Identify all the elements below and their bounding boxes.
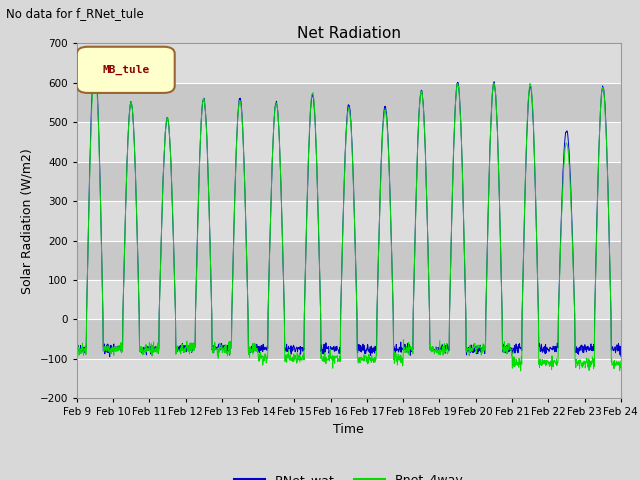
Rnet_4way [181, 349, 189, 355]
RNet_wat [617, 353, 625, 359]
Title: Net Radiation: Net Radiation [297, 25, 401, 41]
Bar [77, 83, 621, 122]
Rnet_4way [91, 64, 99, 70]
Line: Rnet_4way: Rnet_4way [77, 67, 621, 371]
Y-axis label: Solar Radiation (W/m2): Solar Radiation (W/m2) [21, 148, 34, 294]
X-axis label: Time: Time [333, 423, 364, 436]
FancyBboxPatch shape [77, 47, 175, 93]
Bar [77, 280, 621, 320]
RNet_wat [73, 345, 81, 351]
RNet_wat [553, 345, 561, 350]
Text: MB_tule: MB_tule [102, 65, 149, 75]
Bar [77, 201, 621, 240]
Text: No data for f_RNet_tule: No data for f_RNet_tule [6, 7, 144, 20]
RNet_wat [505, 348, 513, 354]
RNet_wat [195, 192, 202, 198]
Rnet_4way [516, 368, 524, 374]
Bar [77, 43, 621, 83]
Rnet_4way [434, 346, 442, 351]
Legend: RNet_wat, Rnet_4way: RNet_wat, Rnet_4way [229, 468, 468, 480]
RNet_wat [255, 349, 263, 355]
Rnet_4way [553, 363, 561, 369]
Bar [77, 122, 621, 162]
Rnet_4way [73, 347, 81, 352]
RNet_wat [106, 354, 113, 360]
Rnet_4way [195, 206, 202, 212]
Rnet_4way [255, 359, 263, 364]
Bar [77, 162, 621, 201]
Bar [77, 359, 621, 398]
RNet_wat [91, 56, 99, 61]
RNet_wat [182, 344, 189, 349]
Rnet_4way [617, 358, 625, 364]
RNet_wat [434, 345, 442, 350]
Bar [77, 240, 621, 280]
Rnet_4way [505, 347, 513, 353]
Bar [77, 320, 621, 359]
Line: RNet_wat: RNet_wat [77, 59, 621, 357]
